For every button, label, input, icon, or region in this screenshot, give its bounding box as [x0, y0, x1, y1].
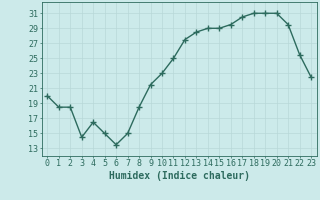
X-axis label: Humidex (Indice chaleur): Humidex (Indice chaleur) [109, 171, 250, 181]
